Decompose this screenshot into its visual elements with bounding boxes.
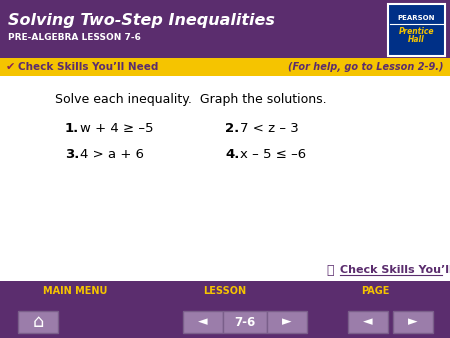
- Text: PRE-ALGEBRA LESSON 7-6: PRE-ALGEBRA LESSON 7-6: [8, 32, 141, 42]
- Text: LESSON: LESSON: [203, 286, 247, 296]
- Bar: [183, 311, 223, 333]
- Text: w + 4 ≥ –5: w + 4 ≥ –5: [80, 121, 153, 135]
- Text: (For help, go to Lesson 2-9.): (For help, go to Lesson 2-9.): [288, 62, 444, 72]
- Bar: [393, 311, 433, 333]
- Text: 1.: 1.: [65, 121, 79, 135]
- Bar: [267, 311, 307, 333]
- Bar: [0, 281, 450, 338]
- Text: ⌂: ⌂: [32, 313, 44, 331]
- Text: Check Skills You’ll Need: Check Skills You’ll Need: [18, 62, 158, 72]
- Text: 2.: 2.: [225, 121, 239, 135]
- Text: PAGE: PAGE: [361, 286, 389, 296]
- Text: 4.: 4.: [225, 148, 239, 162]
- Text: ✔: ✔: [6, 62, 15, 72]
- Text: 4 > a + 6: 4 > a + 6: [80, 148, 144, 162]
- Bar: [0, 58, 450, 76]
- Text: Check Skills You’ll Need: Check Skills You’ll Need: [340, 265, 450, 275]
- Text: ►: ►: [282, 315, 292, 329]
- Text: Prentice: Prentice: [399, 26, 434, 35]
- Bar: [18, 311, 58, 333]
- Text: PEARSON: PEARSON: [398, 15, 435, 21]
- Text: ◄: ◄: [363, 315, 373, 329]
- Bar: [223, 311, 267, 333]
- Text: 7-6: 7-6: [234, 315, 256, 329]
- Text: Solving Two-Step Inequalities: Solving Two-Step Inequalities: [8, 13, 275, 27]
- Text: ►: ►: [408, 315, 418, 329]
- Text: Solve each inequality.  Graph the solutions.: Solve each inequality. Graph the solutio…: [55, 94, 327, 106]
- Text: 7 < z – 3: 7 < z – 3: [240, 121, 299, 135]
- Text: ⦾: ⦾: [326, 264, 333, 276]
- Bar: [388, 4, 445, 56]
- Text: x – 5 ≤ –6: x – 5 ≤ –6: [240, 148, 306, 162]
- Bar: [348, 311, 388, 333]
- Text: ◄: ◄: [198, 315, 208, 329]
- Text: Hall: Hall: [408, 34, 425, 44]
- Text: MAIN MENU: MAIN MENU: [43, 286, 107, 296]
- Text: 3.: 3.: [65, 148, 79, 162]
- Bar: [0, 0, 450, 58]
